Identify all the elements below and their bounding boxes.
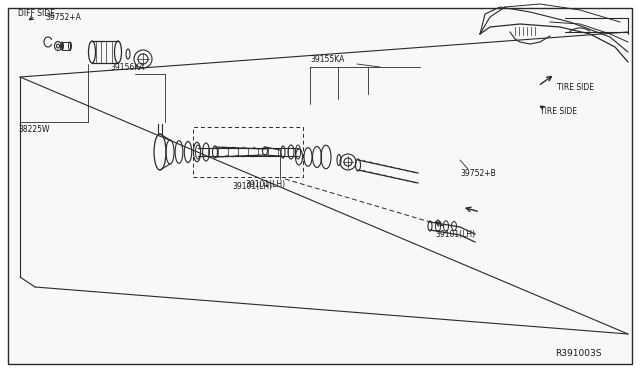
Text: 39155KA: 39155KA bbox=[310, 55, 344, 64]
Bar bbox=[193, 127, 303, 177]
Text: 39752+B: 39752+B bbox=[460, 170, 496, 179]
Text: TIRE SIDE: TIRE SIDE bbox=[540, 108, 577, 116]
Text: 39101(LH): 39101(LH) bbox=[232, 182, 272, 190]
Text: R391003S: R391003S bbox=[555, 350, 602, 359]
Text: TIRE SIDE: TIRE SIDE bbox=[557, 83, 594, 93]
Text: DIFF SIDE: DIFF SIDE bbox=[18, 10, 55, 19]
Text: 39101(LH): 39101(LH) bbox=[245, 180, 285, 189]
Text: 39156KA: 39156KA bbox=[110, 62, 145, 71]
Text: 39101(LH): 39101(LH) bbox=[435, 230, 475, 238]
Bar bbox=[62, 42, 70, 50]
Text: 39752+A: 39752+A bbox=[45, 13, 81, 22]
Text: 38225W: 38225W bbox=[18, 125, 49, 134]
